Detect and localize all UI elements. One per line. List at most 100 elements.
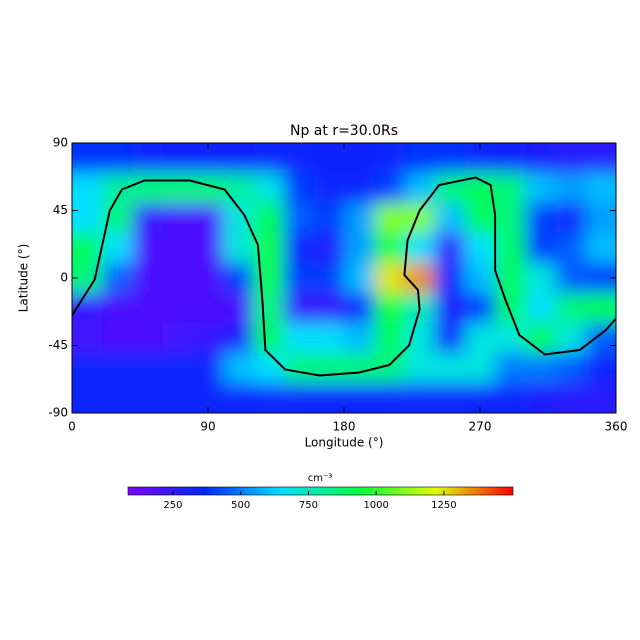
- heat-cell: [283, 323, 315, 354]
- heat-cell: [102, 203, 133, 234]
- heat-cell: [162, 263, 194, 294]
- heat-cell: [525, 233, 557, 264]
- heatmap-area: [72, 143, 616, 413]
- heat-cell: [132, 323, 164, 354]
- heat-cell: [253, 143, 285, 174]
- heat-cell: [374, 323, 405, 354]
- plot-frame: [71, 142, 617, 414]
- heat-cell: [525, 323, 557, 354]
- chart-title: Np at r=30.0Rs: [290, 123, 398, 139]
- heat-cell: [525, 353, 557, 384]
- heat-cell: [495, 293, 526, 324]
- heat-cell: [525, 203, 557, 234]
- heat-cell: [132, 143, 164, 174]
- heat-cell: [555, 203, 587, 234]
- heat-cell: [585, 233, 616, 264]
- heat-cell: [132, 383, 164, 413]
- heat-cell: [555, 233, 587, 264]
- heat-cell: [434, 203, 466, 234]
- heat-cell: [162, 383, 194, 413]
- heat-cell: [374, 383, 405, 413]
- heat-cell: [253, 323, 285, 354]
- heat-cell: [192, 233, 224, 264]
- contour-line: [72, 176, 616, 377]
- heat-cell: [283, 263, 315, 294]
- heat-cell: [72, 233, 103, 264]
- heat-cell: [344, 323, 375, 354]
- heat-cell: [72, 143, 103, 174]
- heat-cell: [344, 143, 375, 174]
- heat-cell: [495, 203, 526, 234]
- heat-cell: [495, 383, 526, 413]
- heat-cell: [192, 323, 224, 354]
- heat-cell: [404, 353, 436, 384]
- y-tick-label: -90: [48, 406, 68, 420]
- heat-cell: [102, 263, 133, 294]
- heat-cell: [313, 203, 345, 234]
- colorbar-tick-label: 1000: [363, 500, 388, 511]
- heat-cell: [192, 353, 224, 384]
- heat-cell: [495, 143, 526, 174]
- heat-cell: [283, 173, 315, 204]
- heat-cell: [555, 173, 587, 204]
- heat-cell: [102, 143, 133, 174]
- heat-cell: [344, 233, 375, 264]
- heat-cell: [434, 353, 466, 384]
- heat-cell: [253, 353, 285, 384]
- heat-cell: [283, 353, 315, 384]
- heat-cell: [223, 293, 254, 324]
- heat-cell: [102, 353, 133, 384]
- heat-cell: [495, 323, 526, 354]
- heat-cell: [313, 353, 345, 384]
- heat-cell: [192, 203, 224, 234]
- x-tick-label: 0: [68, 420, 76, 434]
- heat-cell: [192, 293, 224, 324]
- heat-cell: [132, 293, 164, 324]
- heat-cell: [555, 143, 587, 174]
- y-tick-label: 90: [53, 136, 68, 150]
- heat-cell: [313, 233, 345, 264]
- heat-cell: [283, 143, 315, 174]
- heat-cell: [344, 293, 375, 324]
- heat-cell: [72, 353, 103, 384]
- heat-cell: [283, 203, 315, 234]
- heat-cell: [223, 143, 254, 174]
- heat-cell: [374, 203, 405, 234]
- x-tick-label: 90: [200, 420, 215, 434]
- heat-cell: [404, 173, 436, 204]
- heat-cell: [585, 293, 616, 324]
- heat-cell: [464, 323, 496, 354]
- heat-cell: [555, 263, 587, 294]
- heat-cell: [585, 383, 616, 413]
- heat-cell: [313, 173, 345, 204]
- heat-cell: [525, 173, 557, 204]
- heat-cell: [102, 233, 133, 264]
- y-tick-label: 0: [60, 271, 68, 285]
- heat-cell: [253, 263, 285, 294]
- heat-cell: [374, 173, 405, 204]
- heat-cell: [434, 323, 466, 354]
- heat-cell: [434, 293, 466, 324]
- heat-cell: [464, 203, 496, 234]
- heat-cell: [585, 323, 616, 354]
- heat-cell: [525, 263, 557, 294]
- x-axis-label: Longitude (°): [305, 436, 384, 450]
- heat-cell: [344, 383, 375, 413]
- heat-cell: [283, 293, 315, 324]
- heat-cell: [404, 383, 436, 413]
- heat-cell: [162, 143, 194, 174]
- heat-cell: [555, 383, 587, 413]
- heat-cell: [344, 203, 375, 234]
- heat-cell: [162, 353, 194, 384]
- heat-cell: [132, 263, 164, 294]
- heat-cell: [464, 353, 496, 384]
- heat-cell: [102, 293, 133, 324]
- heat-cell: [525, 143, 557, 174]
- heat-cell: [464, 263, 496, 294]
- colorbar-tick-label: 250: [163, 500, 182, 511]
- heat-cell: [223, 323, 254, 354]
- heat-cell: [192, 263, 224, 294]
- heat-cell: [525, 383, 557, 413]
- heat-cell: [313, 143, 345, 174]
